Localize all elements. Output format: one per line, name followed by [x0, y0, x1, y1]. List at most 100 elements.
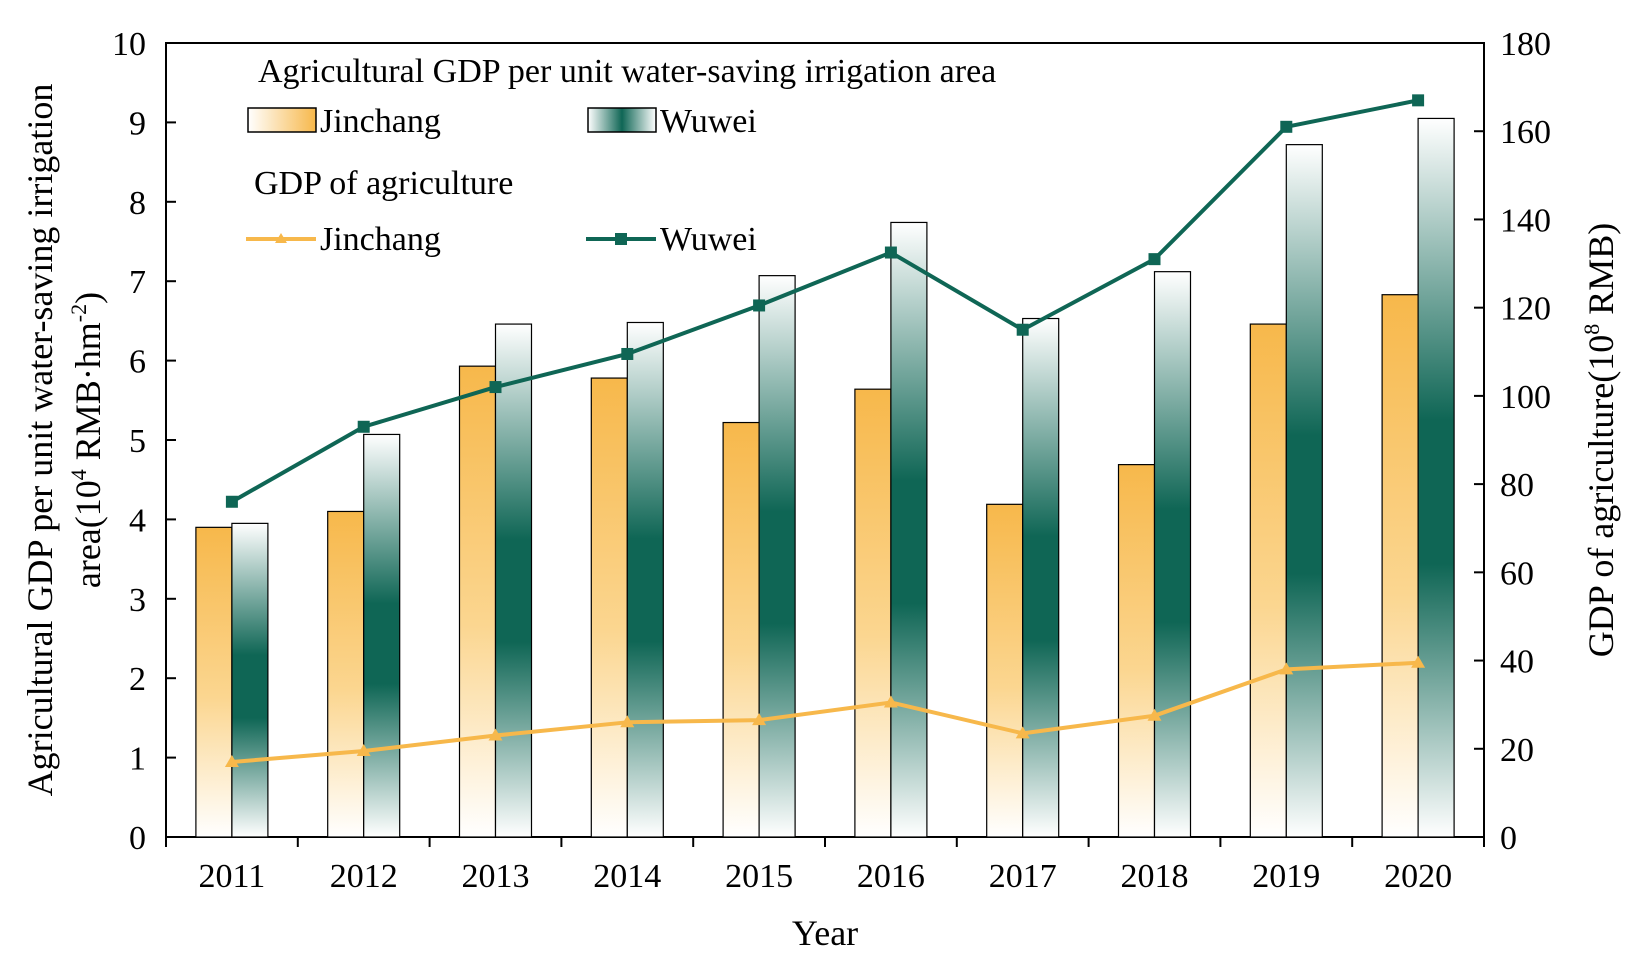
- left-axis-unit-suffix: ): [68, 292, 108, 304]
- point-wuwei-2016: [884, 246, 897, 259]
- left-tick-label-4: 4: [129, 502, 146, 539]
- bar-jinchang-2020: [1381, 294, 1419, 838]
- bars-layer: [195, 117, 1455, 838]
- line-wuwei: [230, 98, 1419, 504]
- left-axis-unit-mid: RMB·hm: [68, 322, 108, 469]
- right-axis-title-suffix: RMB): [1581, 223, 1621, 324]
- point-jinchang-2018: [1147, 708, 1162, 721]
- x-tick-label-2011: 2011: [199, 858, 266, 895]
- bar-jinchang-2019: [1249, 323, 1287, 838]
- x-tick-label-2015: 2015: [725, 858, 793, 895]
- x-tick-label-2013: 2013: [462, 858, 530, 895]
- legend-line-heading: GDP of agriculture: [254, 165, 513, 202]
- right-tick-label-120: 120: [1500, 291, 1551, 328]
- bar-jinchang-2016: [854, 388, 892, 838]
- point-wuwei-2020: [1412, 94, 1425, 107]
- bar-jinchang-2015: [722, 421, 760, 838]
- bar-jinchang-2017: [986, 503, 1024, 838]
- left-tick-label-0: 0: [129, 820, 146, 857]
- legend-label-bar-wuwei: Wuwei: [660, 103, 757, 140]
- point-wuwei-2011: [225, 495, 238, 508]
- right-tick-label-80: 80: [1500, 467, 1534, 504]
- legend-label-line-jinchang: Jinchang: [320, 221, 441, 258]
- point-jinchang-2014: [620, 715, 635, 728]
- x-tick-label-2012: 2012: [330, 858, 398, 895]
- legend-label-bar-jinchang: Jinchang: [320, 103, 441, 140]
- right-axis-title-sup: 8: [1579, 324, 1604, 335]
- legend-bar-heading: Agricultural GDP per unit water-saving i…: [258, 53, 996, 90]
- right-tick-label-0: 0: [1500, 820, 1517, 857]
- right-tick-label-40: 40: [1500, 644, 1534, 681]
- bar-wuwei-2012: [363, 433, 401, 838]
- axes-layer: 0123456789100204060801001201401601802011…: [112, 26, 1551, 895]
- left-tick-label-10: 10: [112, 26, 146, 63]
- point-wuwei-2018: [1148, 253, 1161, 266]
- point-wuwei-2012: [357, 420, 370, 433]
- x-tick-label-2017: 2017: [989, 858, 1057, 895]
- x-tick-label-2019: 2019: [1252, 858, 1320, 895]
- legend: Agricultural GDP per unit water-saving i…: [246, 53, 996, 258]
- bar-jinchang-2012: [327, 510, 365, 838]
- point-jinchang-2011: [224, 755, 239, 768]
- point-wuwei-2019: [1280, 120, 1293, 133]
- point-wuwei-2013: [489, 381, 502, 394]
- right-tick-label-140: 140: [1500, 202, 1551, 239]
- x-tick-label-2014: 2014: [593, 858, 661, 895]
- left-tick-label-6: 6: [129, 344, 146, 381]
- legend-marker-wuwei: [615, 233, 627, 245]
- bar-jinchang-2018: [1117, 464, 1156, 838]
- right-tick-label-60: 60: [1500, 555, 1534, 592]
- left-axis-title-unit: area(104 RMB·hm-2): [66, 292, 108, 588]
- legend-swatch-bar-jinchang: [247, 107, 317, 133]
- left-tick-label-5: 5: [129, 423, 146, 460]
- bar-jinchang-2011: [195, 526, 233, 838]
- left-tick-label-7: 7: [129, 264, 146, 301]
- left-tick-label-2: 2: [129, 661, 146, 698]
- bar-wuwei-2011: [231, 522, 269, 838]
- point-jinchang-2019: [1279, 662, 1294, 675]
- point-jinchang-2016: [883, 695, 898, 708]
- left-axis-unit-sup2: -2: [66, 304, 91, 322]
- x-tick-label-2018: 2018: [1121, 858, 1189, 895]
- x-axis-title: Year: [792, 913, 858, 953]
- bar-wuwei-2020: [1417, 117, 1455, 838]
- point-jinchang-2017: [1015, 726, 1030, 739]
- x-tick-label-2016: 2016: [857, 858, 925, 895]
- point-wuwei-2014: [621, 347, 634, 360]
- left-axis-unit-sup1: 4: [66, 469, 91, 480]
- bar-wuwei-2018: [1153, 271, 1192, 838]
- left-tick-label-3: 3: [129, 582, 146, 619]
- point-jinchang-2020: [1411, 655, 1426, 668]
- point-wuwei-2015: [753, 299, 766, 312]
- right-axis-title: GDP of agriculture(108 RMB): [1579, 223, 1621, 658]
- right-axis-title-prefix: GDP of agriculture(10: [1581, 335, 1621, 658]
- left-tick-label-1: 1: [129, 741, 146, 778]
- point-jinchang-2013: [488, 728, 503, 741]
- left-tick-label-9: 9: [129, 105, 146, 142]
- right-tick-label-100: 100: [1500, 379, 1551, 416]
- line-jinchang: [231, 660, 1419, 765]
- legend-swatch-bar-wuwei: [587, 107, 657, 133]
- bar-jinchang-2014: [590, 377, 628, 838]
- bar-wuwei-2015: [758, 275, 796, 838]
- legend-marker-jinchang: [275, 233, 287, 243]
- lines-layer: [224, 94, 1426, 768]
- right-tick-label-180: 180: [1500, 26, 1551, 63]
- point-jinchang-2015: [752, 713, 767, 726]
- x-tick-label-2020: 2020: [1384, 858, 1452, 895]
- bar-wuwei-2016: [890, 221, 928, 838]
- left-tick-label-8: 8: [129, 185, 146, 222]
- bar-wuwei-2017: [1022, 317, 1060, 838]
- bar-wuwei-2013: [494, 323, 533, 838]
- bar-jinchang-2013: [458, 365, 497, 838]
- left-axis-unit-prefix: area(10: [68, 480, 108, 588]
- legend-label-line-wuwei: Wuwei: [660, 221, 757, 258]
- bar-wuwei-2019: [1285, 144, 1323, 838]
- left-axis-title-main: Agricultural GDP per unit water-saving i…: [20, 84, 60, 797]
- point-wuwei-2017: [1016, 323, 1029, 336]
- right-tick-label-20: 20: [1500, 732, 1534, 769]
- point-jinchang-2012: [356, 743, 371, 756]
- right-tick-label-160: 160: [1500, 114, 1551, 151]
